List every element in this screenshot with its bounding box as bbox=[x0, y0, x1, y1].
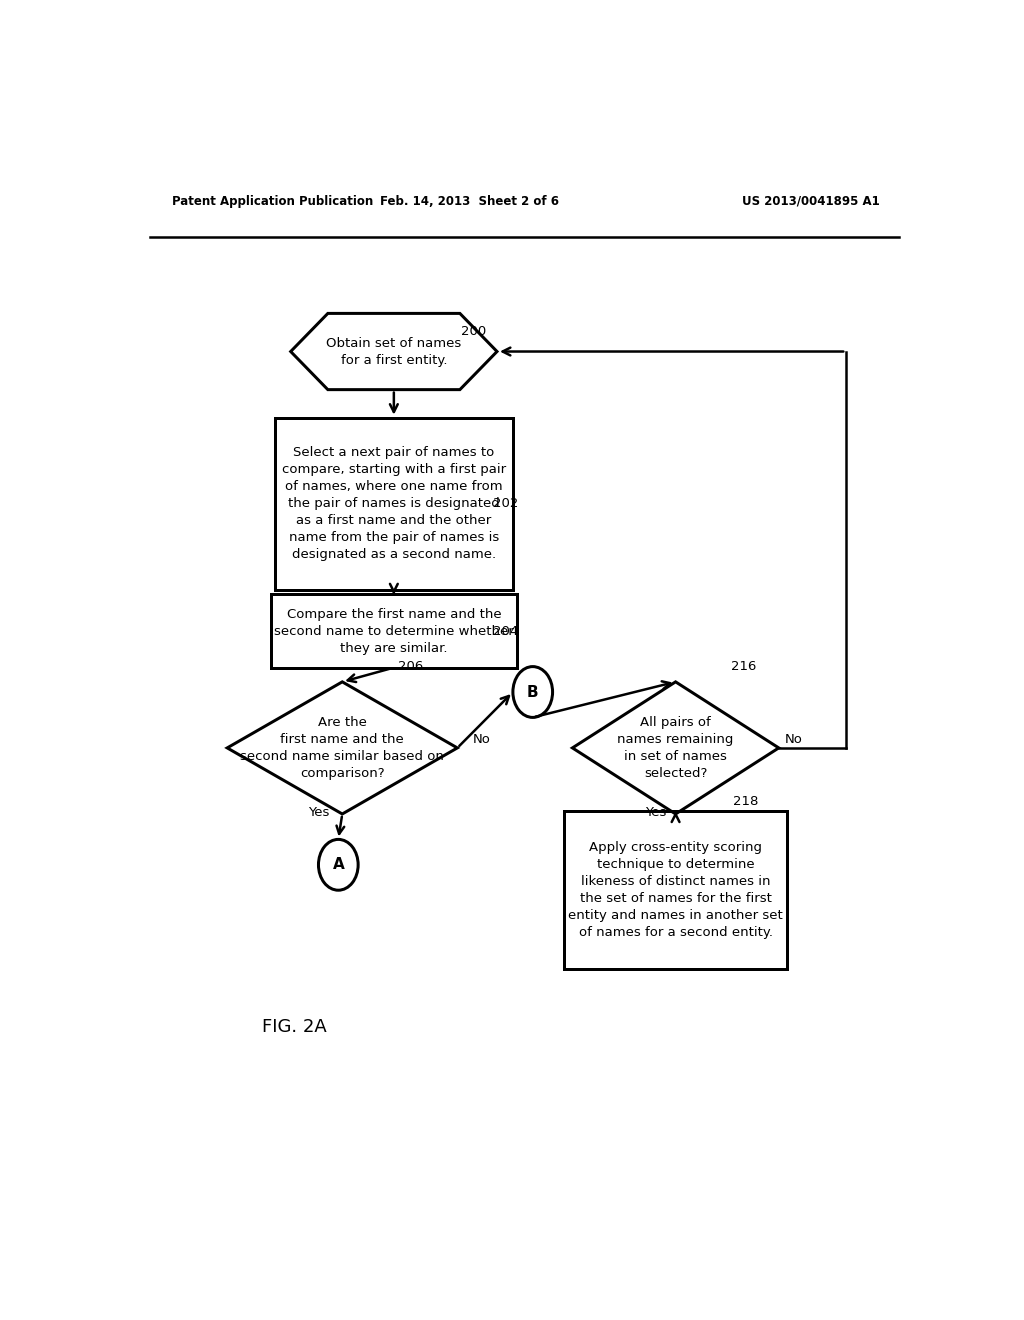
Text: Obtain set of names
for a first entity.: Obtain set of names for a first entity. bbox=[327, 337, 462, 367]
Text: Compare the first name and the
second name to determine whether
they are similar: Compare the first name and the second na… bbox=[274, 607, 514, 655]
Text: 202: 202 bbox=[494, 498, 518, 511]
Text: 204: 204 bbox=[494, 624, 518, 638]
Text: Select a next pair of names to
compare, starting with a first pair
of names, whe: Select a next pair of names to compare, … bbox=[282, 446, 506, 561]
Text: Yes: Yes bbox=[645, 807, 667, 820]
Text: Are the
first name and the
second name similar based on
comparison?: Are the first name and the second name s… bbox=[241, 715, 444, 780]
Text: 200: 200 bbox=[461, 325, 486, 338]
Text: Apply cross-entity scoring
technique to determine
likeness of distinct names in
: Apply cross-entity scoring technique to … bbox=[568, 841, 783, 940]
Text: FIG. 2A: FIG. 2A bbox=[262, 1019, 327, 1036]
Text: No: No bbox=[785, 734, 803, 746]
Bar bbox=[564, 812, 786, 969]
Bar bbox=[274, 417, 513, 590]
Text: No: No bbox=[473, 734, 492, 746]
Bar bbox=[270, 594, 517, 668]
Text: Yes: Yes bbox=[308, 807, 329, 820]
Text: B: B bbox=[527, 685, 539, 700]
Text: A: A bbox=[333, 857, 344, 873]
Text: Feb. 14, 2013  Sheet 2 of 6: Feb. 14, 2013 Sheet 2 of 6 bbox=[380, 194, 559, 207]
Text: 216: 216 bbox=[731, 660, 757, 673]
Text: US 2013/0041895 A1: US 2013/0041895 A1 bbox=[741, 194, 880, 207]
Text: All pairs of
names remaining
in set of names
selected?: All pairs of names remaining in set of n… bbox=[617, 715, 734, 780]
Text: 218: 218 bbox=[733, 795, 758, 808]
Text: 206: 206 bbox=[397, 660, 423, 673]
Text: Patent Application Publication: Patent Application Publication bbox=[172, 194, 373, 207]
